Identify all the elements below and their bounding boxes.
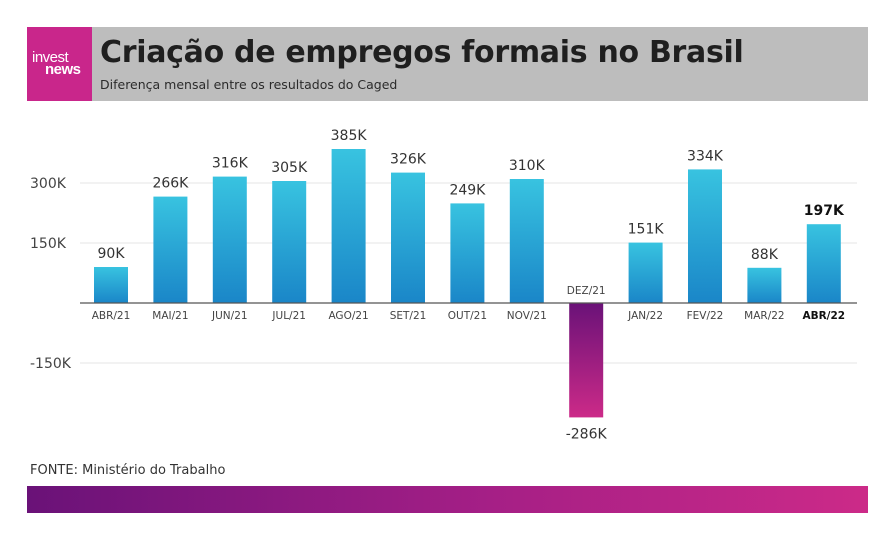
bar (747, 267, 782, 303)
y-tick-label: 300K (30, 176, 67, 192)
bar (391, 172, 425, 303)
source-note: FONTE: Ministério do Trabalho (30, 463, 226, 478)
bar (509, 179, 544, 303)
category-label: SET/21 (390, 310, 427, 322)
value-label: 316K (212, 156, 249, 172)
investnews-logo: invest news (27, 27, 92, 101)
category-label: ABR/22 (802, 310, 845, 322)
category-label: NOV/21 (507, 310, 547, 322)
value-label: 334K (687, 148, 724, 164)
value-label: 310K (509, 158, 546, 174)
y-tick-label: 150K (30, 236, 67, 252)
category-label: JUL/21 (271, 310, 306, 322)
bar (272, 181, 307, 303)
value-label: 385K (331, 128, 368, 144)
bar (688, 169, 722, 303)
footer-gradient-bar (27, 486, 868, 513)
category-label: FEV/22 (687, 310, 724, 322)
value-label: 90K (98, 246, 126, 262)
y-tick-label: -150K (30, 356, 72, 372)
bar (331, 149, 366, 303)
bar (450, 203, 485, 303)
chart-subtitle: Diferença mensal entre os resultados do … (100, 77, 398, 92)
category-label: DEZ/21 (567, 285, 606, 297)
category-label: JAN/22 (627, 310, 663, 322)
category-label: ABR/21 (92, 310, 131, 322)
chart-title: Criação de empregos formais no Brasil (100, 35, 744, 70)
value-label: 151K (628, 222, 665, 238)
bar (569, 303, 604, 418)
category-label: JUN/21 (211, 310, 248, 322)
value-label: 88K (751, 247, 779, 263)
logo-text-invest: invest (32, 49, 69, 66)
value-label: 197K (804, 203, 845, 219)
bar (153, 196, 188, 303)
category-label: OUT/21 (448, 310, 487, 322)
value-label: 266K (152, 176, 189, 192)
category-label: AGO/21 (328, 310, 368, 322)
value-label: -286K (566, 426, 608, 442)
value-label: 326K (390, 152, 427, 168)
bar (806, 224, 841, 303)
header: invest news Criação de empregos formais … (27, 27, 868, 101)
category-label: MAR/22 (744, 310, 784, 322)
logo-text-news: news (45, 61, 81, 78)
value-label: 305K (271, 160, 308, 176)
bar (628, 242, 663, 303)
category-label: MAI/21 (152, 310, 188, 322)
value-label: 249K (449, 182, 486, 198)
bar (212, 176, 247, 303)
bar (94, 267, 128, 303)
